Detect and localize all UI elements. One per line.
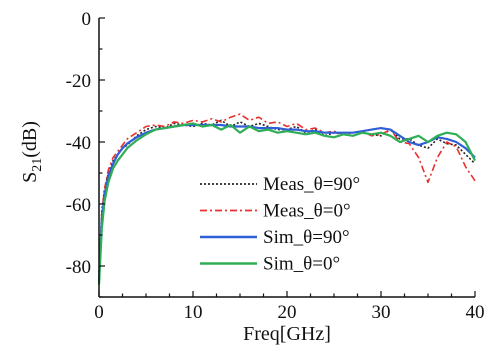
y-tick-label: -20 — [66, 71, 91, 92]
y-tick-label: -80 — [66, 257, 91, 278]
y-tick-label: -40 — [66, 133, 91, 154]
y-axis-label-base: S — [19, 172, 41, 183]
legend-label-4: Sim_θ=0° — [263, 254, 340, 275]
x-tick-label: 20 — [278, 302, 297, 323]
data-series-layer — [97, 113, 476, 285]
x-tick-label: 10 — [184, 302, 203, 323]
series-line-4 — [97, 122, 476, 285]
x-axis-label: Freq[GHz] — [243, 323, 331, 345]
legend: Meas_θ=90° Meas_θ=0° Sim_θ=90° Sim_θ=0° — [200, 174, 360, 275]
y-axis-label-suffix: (dB) — [19, 121, 41, 158]
series-line-2 — [98, 113, 476, 279]
y-axis-label-subscript: 21 — [30, 158, 45, 172]
axis-layer: 0 -20 -40 -60 -80 0 10 20 30 40 — [66, 9, 485, 323]
legend-label-3: Sim_θ=90° — [263, 227, 350, 248]
x-tick-label: 40 — [466, 302, 485, 323]
legend-label-1: Meas_θ=90° — [263, 174, 360, 195]
x-tick-label: 30 — [372, 302, 391, 323]
y-tick-label: -60 — [66, 195, 91, 216]
y-axis-label: S21(dB) — [19, 121, 45, 183]
y-tick-label: 0 — [82, 9, 92, 30]
legend-label-2: Meas_θ=0° — [263, 201, 351, 222]
series-line-1 — [98, 119, 476, 273]
x-tick-label: 0 — [94, 302, 104, 323]
